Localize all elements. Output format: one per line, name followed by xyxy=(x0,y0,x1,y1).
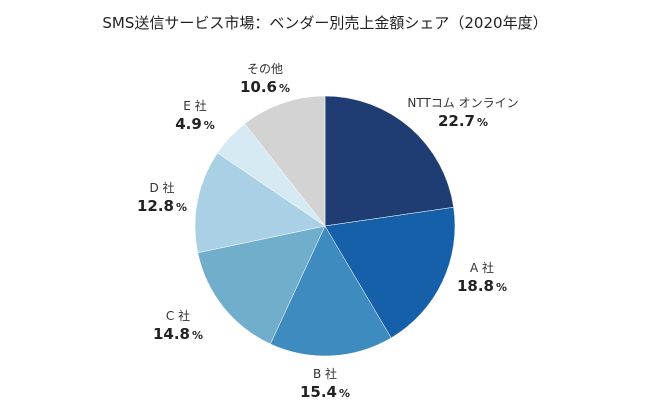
slice-value-label: 4.9% xyxy=(175,115,215,133)
slice-value-label: 15.4% xyxy=(300,383,350,401)
pie-slice-7 xyxy=(244,95,326,227)
slice-value-label: 10.6% xyxy=(240,78,290,96)
slice-value-label: 12.8% xyxy=(137,197,187,215)
chart-title: SMS送信サービス市場：ベンダー別売上金額シェア（2020年度） xyxy=(102,14,548,32)
slice-name-label: B 社 xyxy=(313,366,337,381)
slice-value-label: 22.7% xyxy=(438,112,488,130)
slice-name-label: D 社 xyxy=(149,180,174,195)
pie-slice-3 xyxy=(270,225,392,357)
slice-name-label: その他 xyxy=(247,62,283,76)
pie-slice-5 xyxy=(194,152,326,254)
slice-name-label: C 社 xyxy=(166,308,190,323)
slice-value-label: 14.8% xyxy=(153,325,203,343)
slice-value-label: 18.8% xyxy=(457,277,507,295)
pie-slices xyxy=(194,95,456,357)
slice-name-label: NTTコム オンライン xyxy=(407,96,518,110)
slice-name-label: A 社 xyxy=(470,260,494,275)
pie-slice-1 xyxy=(324,95,454,227)
pie-labels: NTTコム オンライン 22.7 % A 社 18.8 % B 社 15.4 % C 社 14.8%… xyxy=(137,62,519,401)
slice-name-label: E 社 xyxy=(183,98,206,113)
pie-slice-2 xyxy=(324,206,456,339)
pie-slice-4 xyxy=(197,225,326,345)
